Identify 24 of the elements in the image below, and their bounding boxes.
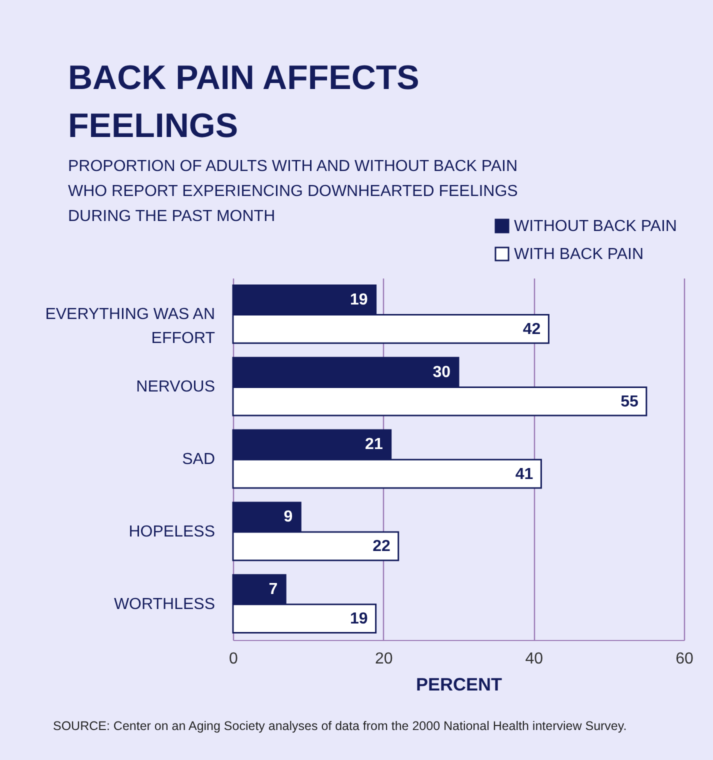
- x-axis-title: PERCENT: [416, 674, 502, 694]
- chart-title: BACK PAIN AFFECTS FEELINGS: [68, 59, 420, 145]
- data-label: 55: [620, 393, 639, 410]
- data-label: 19: [350, 610, 368, 628]
- x-tick-label: 60: [676, 650, 694, 668]
- legend-label: WITH BACK PAIN: [514, 246, 644, 263]
- data-label: 42: [522, 320, 541, 338]
- x-tick-label: 0: [229, 650, 238, 668]
- y-tick-label: NERVOUS: [136, 378, 215, 396]
- y-tick-label: EVERYTHING WAS AN EFFORT: [45, 306, 216, 348]
- data-label: 19: [350, 291, 368, 308]
- data-label: 41: [515, 466, 534, 483]
- x-tick-label: 20: [374, 650, 393, 668]
- y-tick-label: WORTHLESS: [114, 596, 215, 613]
- legend-label: WITHOUT BACK PAIN: [514, 218, 677, 235]
- source-note: SOURCE: Center on an Aging Society analyses of data from the 2000 National Health interview Survey.: [53, 719, 627, 733]
- data-label: 21: [365, 436, 383, 454]
- data-label: 7: [268, 581, 278, 598]
- y-tick-label: HOPELESS: [128, 523, 215, 540]
- data-label: 9: [284, 508, 293, 526]
- y-tick-label: SAD: [182, 451, 215, 468]
- data-label: 30: [432, 364, 451, 381]
- x-tick-label: 40: [525, 650, 544, 668]
- data-label: 22: [372, 538, 390, 556]
